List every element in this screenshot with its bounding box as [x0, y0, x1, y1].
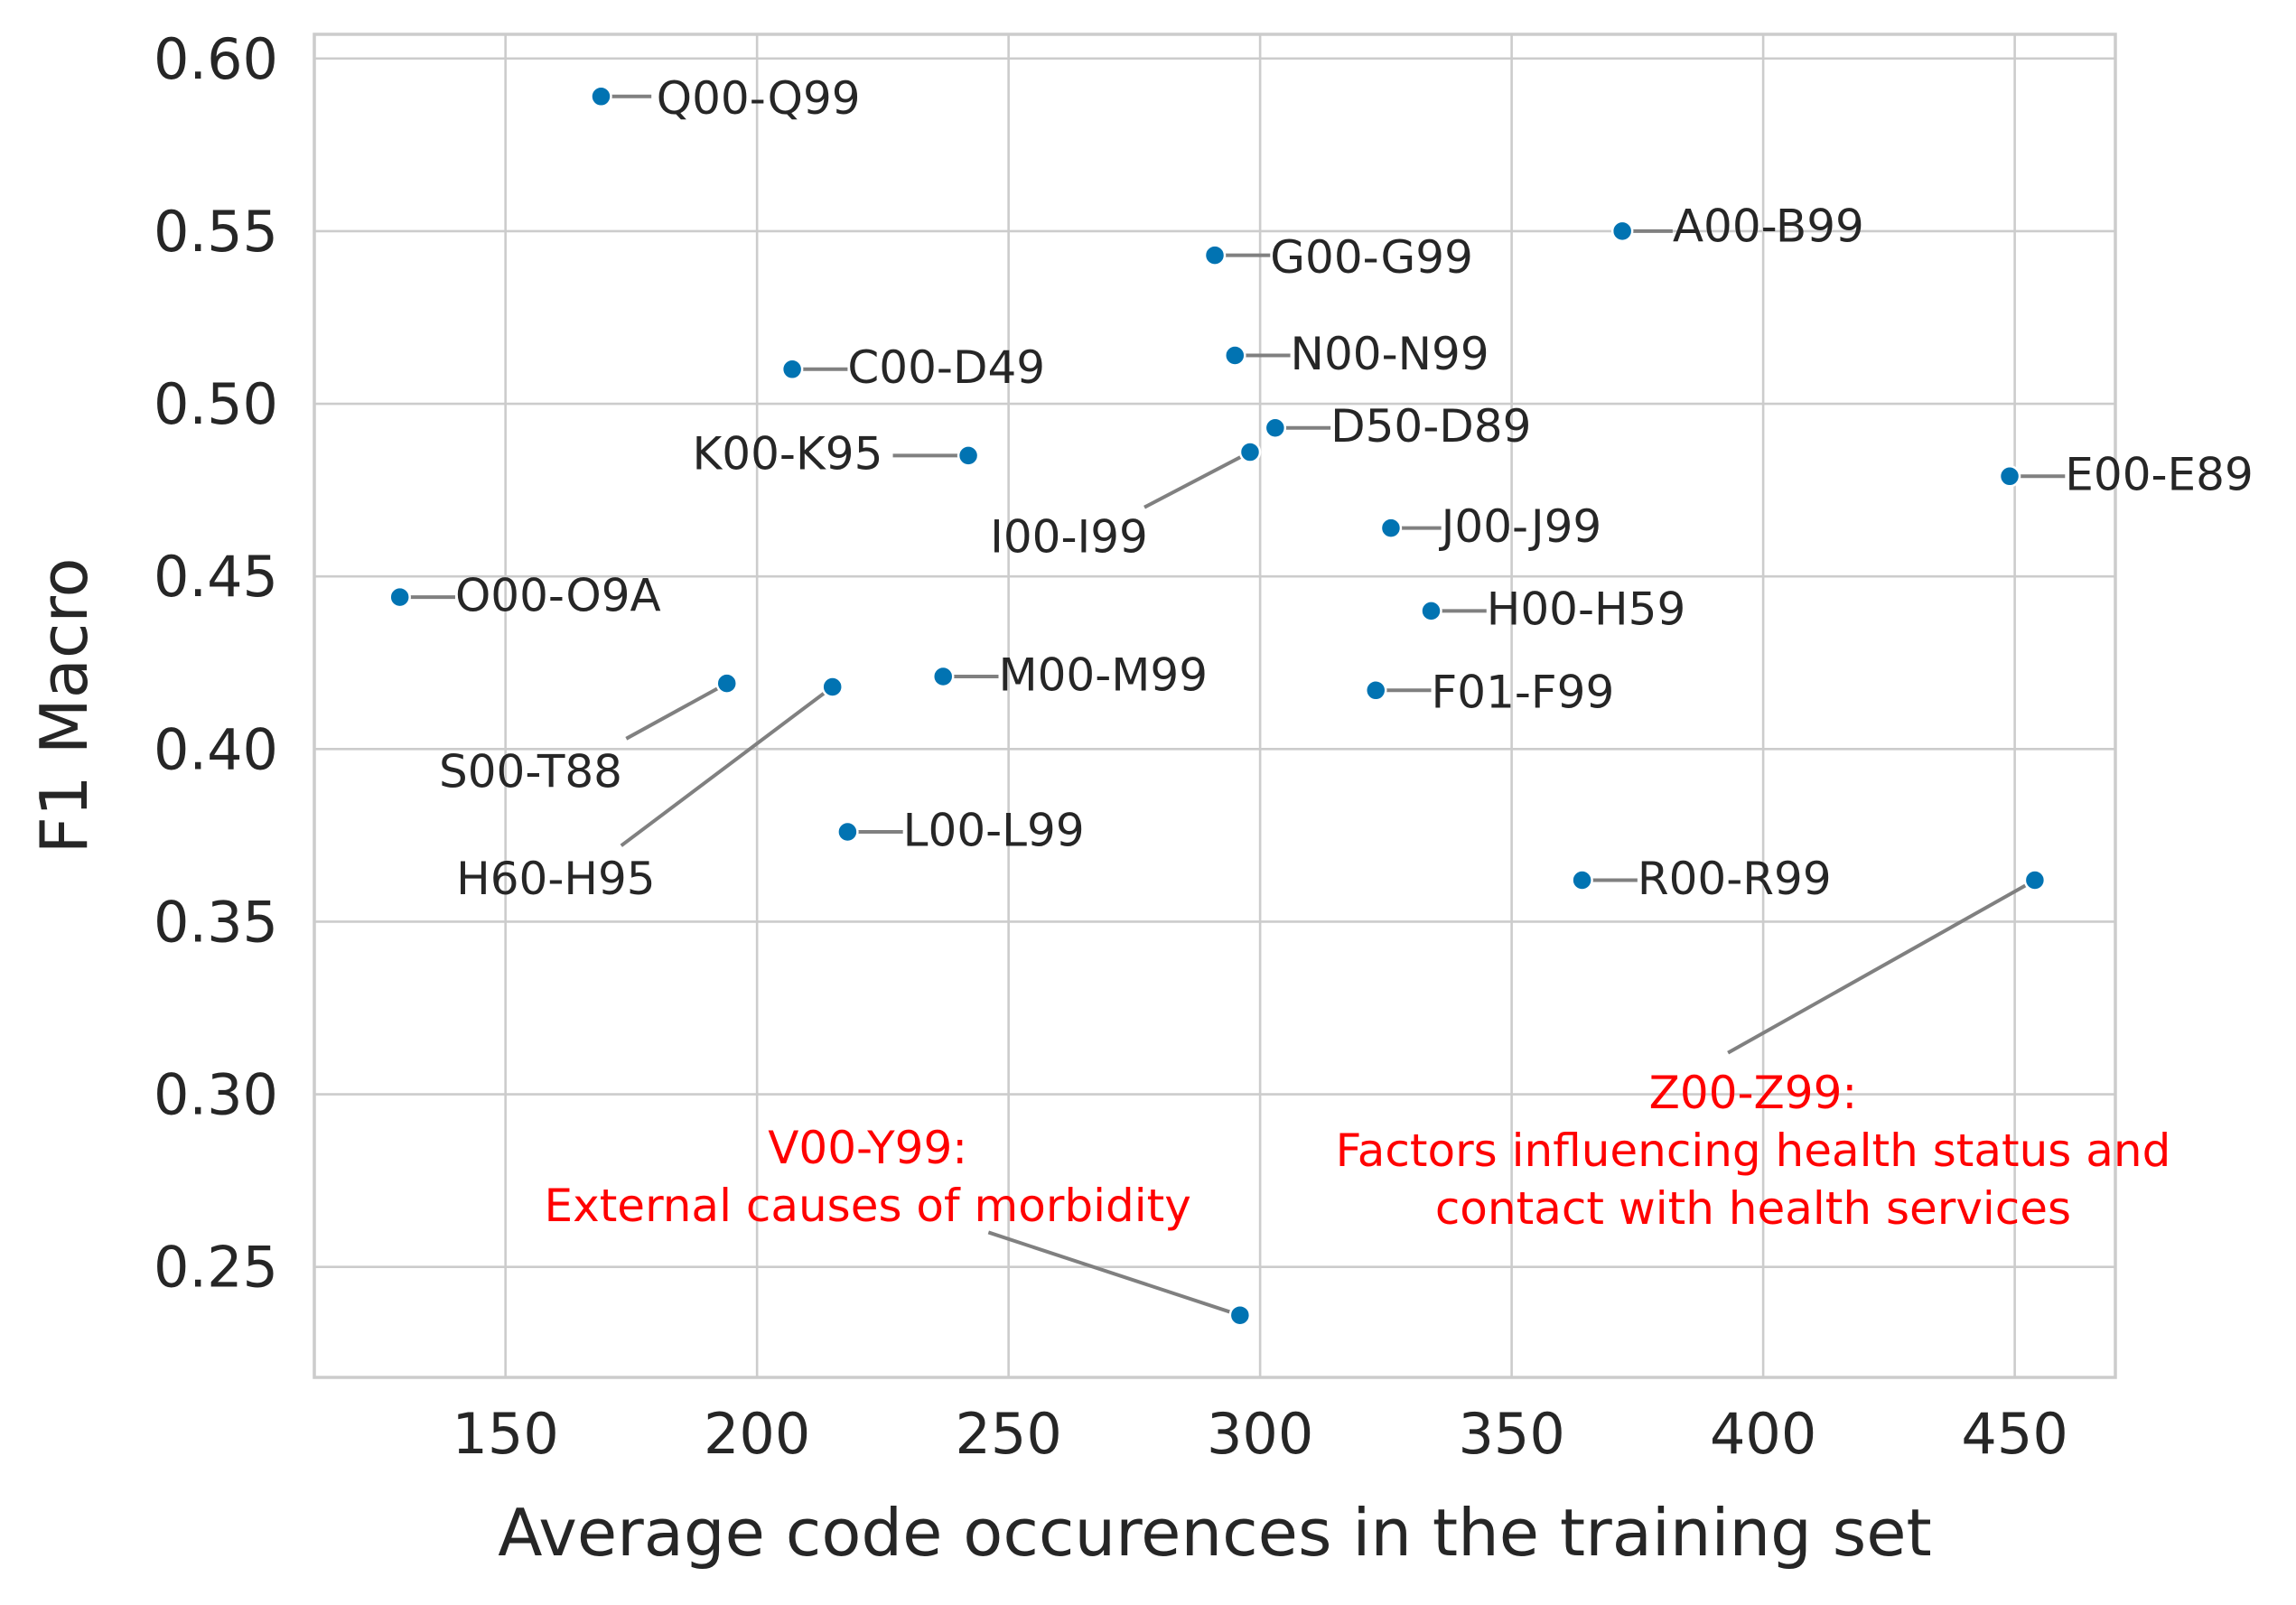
data-point: [1203, 244, 1227, 266]
leader-line: [1143, 450, 1251, 509]
grid-lines: [314, 34, 2115, 1377]
leader-line: [1727, 878, 2036, 1055]
x-tick-label: 300: [1207, 1401, 1313, 1467]
point-labels: Q00-Q99 A00-B99 G00-G99 C00-D49 N00-N99 D50-D…: [439, 72, 2254, 1235]
point-label: L00-L99: [903, 804, 1085, 856]
y-tick-label: 0.25: [154, 1235, 278, 1301]
x-tick-label: 200: [704, 1401, 810, 1467]
data-point: [1364, 679, 1387, 702]
data-point: [1228, 1303, 1252, 1327]
point-label: F01-F99: [1432, 666, 1615, 718]
point-label: A00-B99: [1673, 200, 1864, 252]
y-tick-label: 0.30: [154, 1062, 278, 1128]
x-tick-label: 250: [955, 1401, 1061, 1467]
data-point: [957, 444, 980, 467]
leader-line: [625, 681, 728, 741]
data-point: [1379, 517, 1403, 539]
point-label: G00-G99: [1270, 231, 1473, 284]
y-tick-label: 0.35: [154, 889, 278, 955]
point-label: C00-D49: [847, 341, 1045, 394]
y-tick-label: 0.60: [154, 26, 278, 92]
data-point: [1571, 869, 1593, 891]
data-point: [931, 665, 955, 688]
x-tick-label: 400: [1710, 1401, 1816, 1467]
data-point: [715, 672, 738, 695]
point-label: H60-H95: [456, 853, 655, 905]
x-tick-labels: 150 200 250 300 350 400 450: [452, 1401, 2067, 1467]
point-label: R00-R99: [1638, 853, 1832, 905]
point-label: N00-N99: [1291, 328, 1489, 380]
point-label: M00-M99: [998, 649, 1208, 701]
leader-line: [620, 685, 834, 847]
y-tick-label: 0.55: [154, 199, 278, 265]
data-point: [1238, 441, 1262, 463]
x-tick-label: 350: [1458, 1401, 1564, 1467]
leader-line: [987, 1230, 1241, 1318]
data-point: [821, 676, 844, 698]
data-point: [1998, 465, 2021, 488]
point-label-line: External causes of morbidity: [545, 1180, 1191, 1232]
data-point: [2023, 869, 2047, 891]
point-label: J00-J99: [1439, 500, 1602, 553]
point-label: Z00-Z99: Factors influencing health statu…: [1336, 1067, 2171, 1235]
data-point: [780, 358, 804, 381]
y-tick-label: 0.40: [154, 716, 278, 782]
point-label: K00-K95: [693, 428, 883, 481]
data-points: [388, 85, 2047, 1327]
x-axis-title: Average code occurences in the training …: [498, 1495, 1932, 1571]
y-tick-label: 0.45: [154, 544, 278, 610]
y-tick-labels: 0.25 0.30 0.35 0.40 0.45 0.50 0.55 0.60: [154, 26, 278, 1301]
data-point: [1224, 344, 1246, 367]
y-tick-label: 0.50: [154, 371, 278, 437]
data-point: [1264, 416, 1287, 440]
point-label: Q00-Q99: [657, 72, 861, 125]
point-label: H00-H59: [1487, 583, 1685, 636]
point-label-line: contact with health services: [1435, 1182, 2071, 1235]
point-label: S00-T88: [439, 745, 622, 798]
x-tick-label: 150: [452, 1401, 558, 1467]
data-point: [1610, 219, 1634, 243]
data-point: [1420, 600, 1442, 622]
plot-frame: [313, 33, 2117, 1379]
point-label: V00-Y99: External causes of morbidity: [545, 1122, 1191, 1232]
data-point: [388, 585, 411, 609]
y-axis-title: F1 Macro: [26, 557, 102, 854]
point-label-line: V00-Y99:: [768, 1122, 967, 1174]
point-label: E00-E89: [2065, 449, 2253, 501]
point-label: O00-O9A: [455, 569, 661, 621]
point-label: D50-D89: [1330, 400, 1531, 453]
data-point: [836, 820, 859, 844]
point-label-line: Z00-Z99:: [1649, 1067, 1858, 1119]
point-label-line: Factors influencing health status and: [1336, 1124, 2171, 1177]
point-label: I00-I99: [990, 510, 1148, 563]
x-tick-label: 450: [1961, 1401, 2067, 1467]
data-point: [590, 85, 612, 108]
